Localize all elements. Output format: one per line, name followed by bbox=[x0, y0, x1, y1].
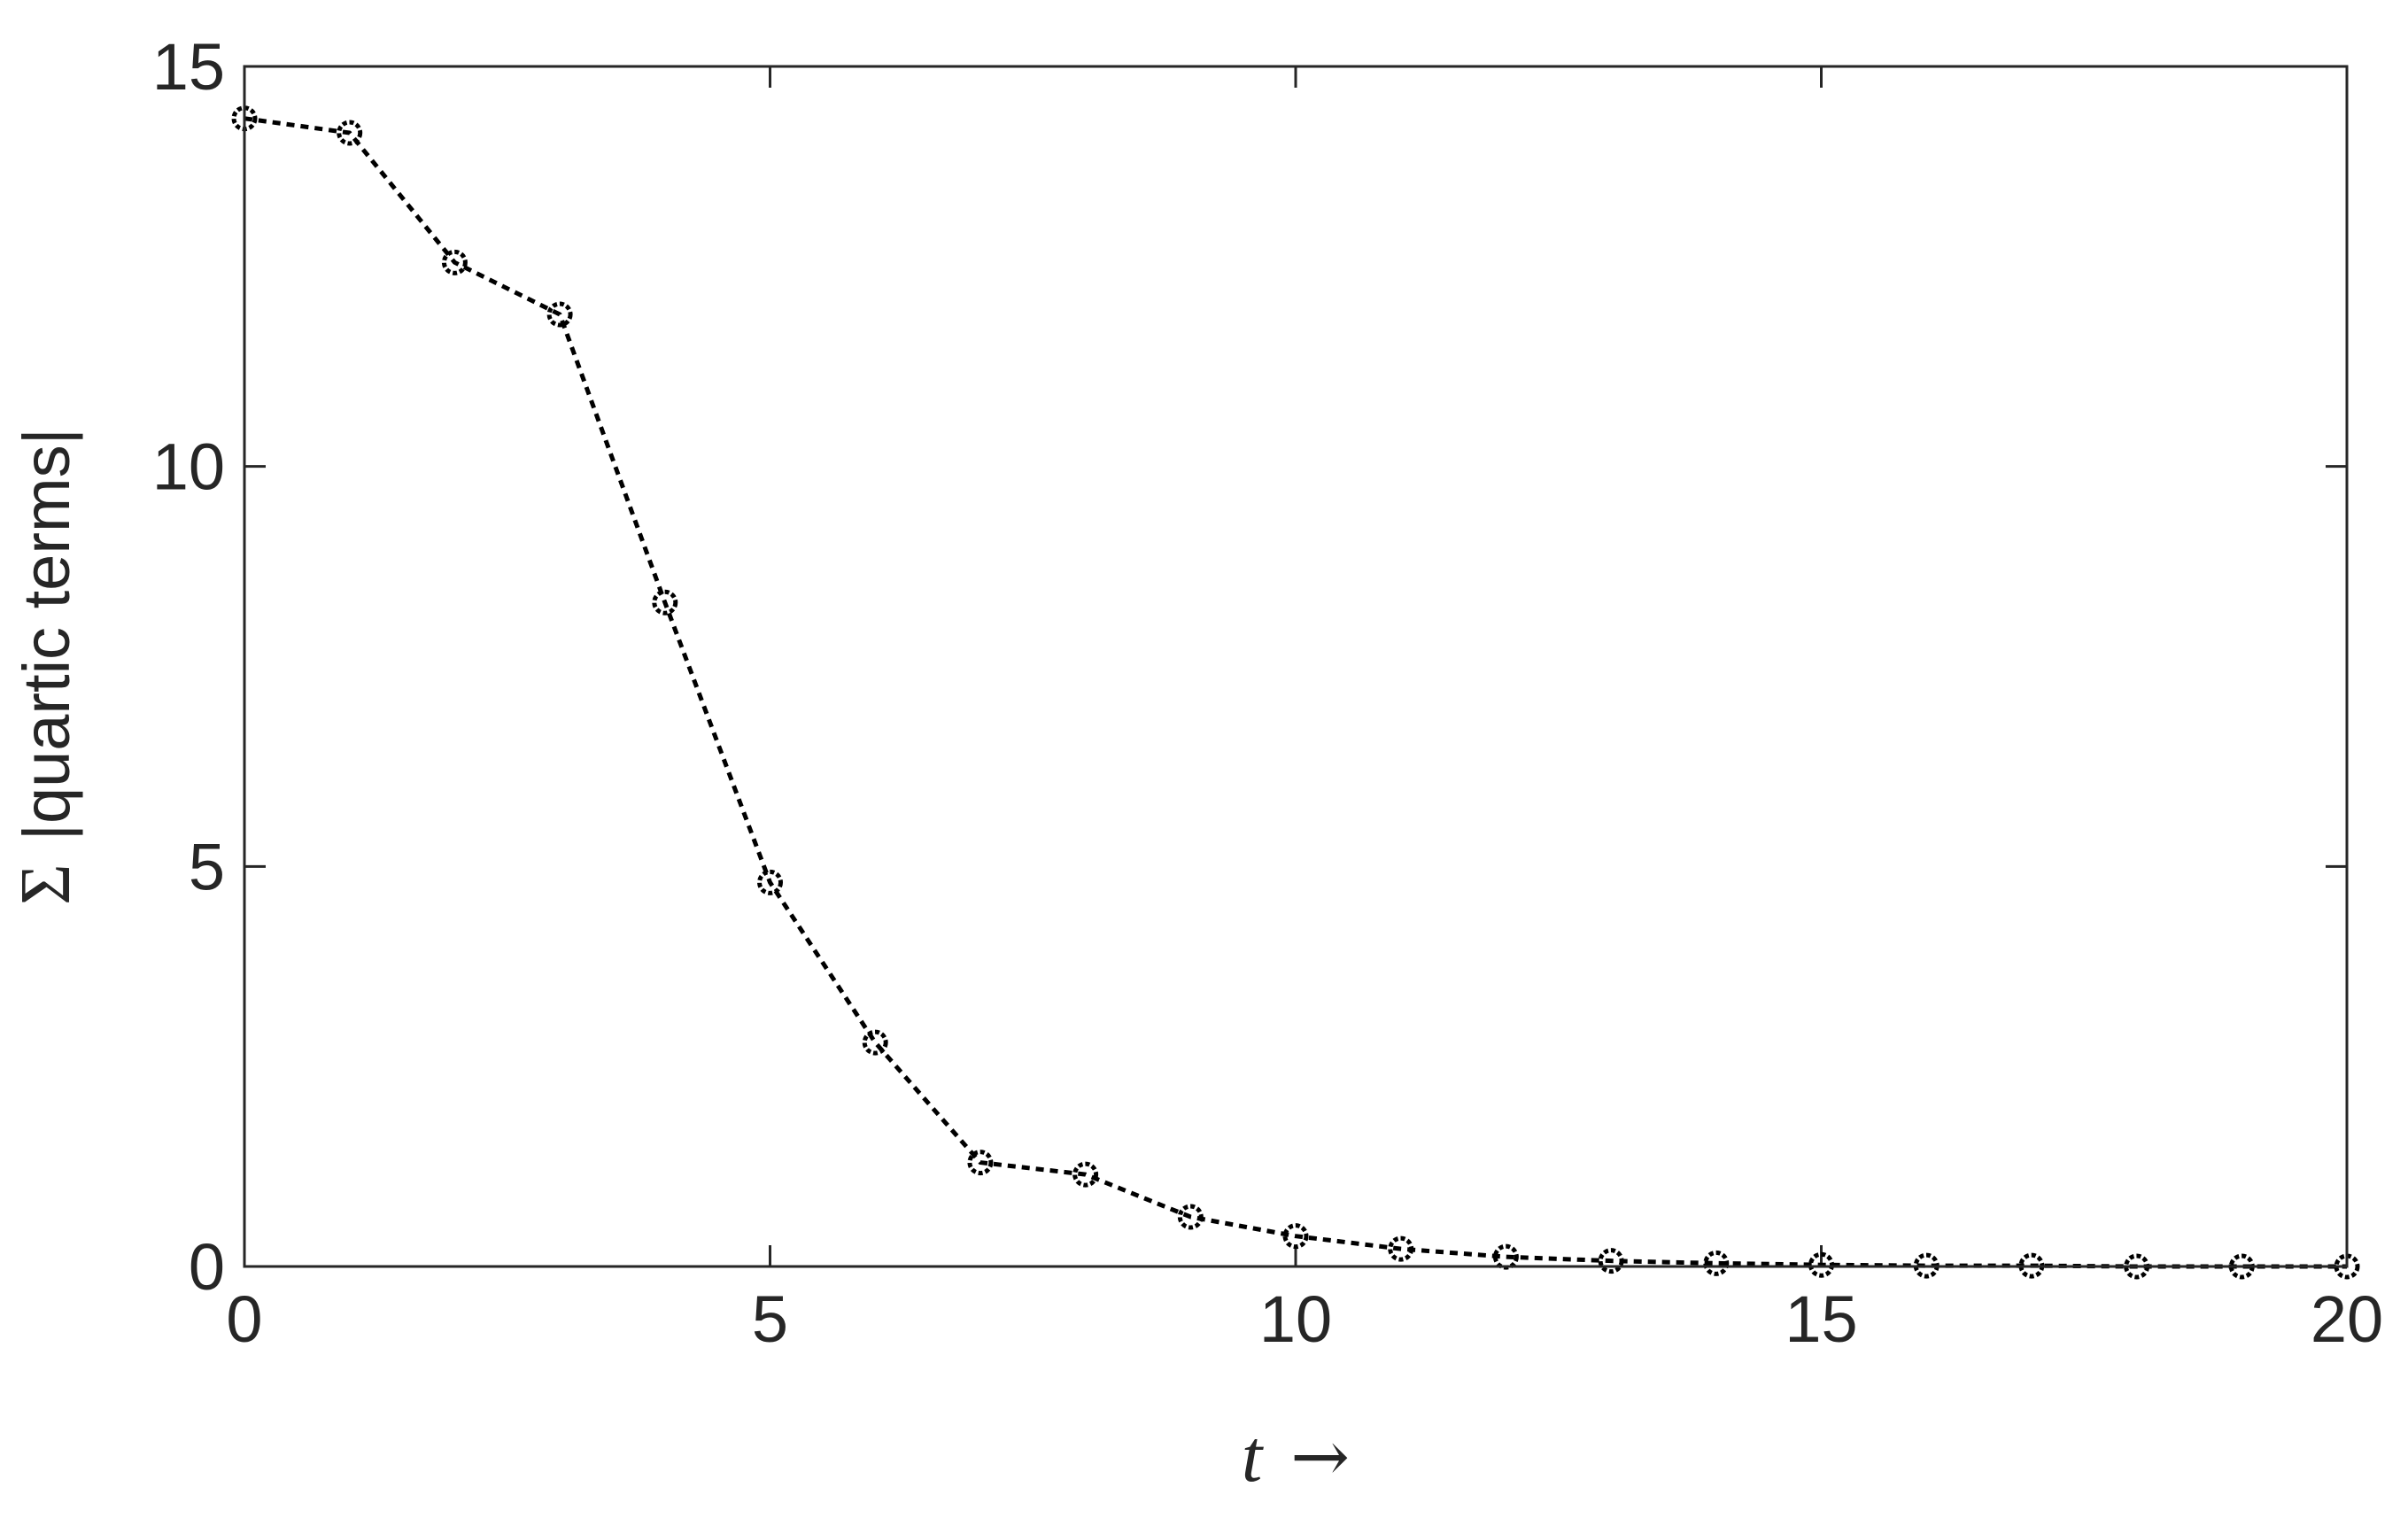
data-point bbox=[1598, 1248, 1624, 1274]
data-point bbox=[1388, 1235, 1414, 1262]
x-axis-variable: t bbox=[1242, 1415, 1265, 1498]
data-point bbox=[1808, 1251, 1834, 1278]
y-axis-sigma: Σ bbox=[7, 864, 85, 905]
x-tick-label: 0 bbox=[226, 1282, 262, 1356]
plot-area bbox=[244, 66, 2347, 1266]
data-point bbox=[1282, 1223, 1309, 1250]
x-tick-label: 20 bbox=[2311, 1282, 2383, 1356]
data-point bbox=[441, 249, 468, 275]
x-tick-label: 5 bbox=[752, 1282, 788, 1356]
y-tick-label: 5 bbox=[189, 830, 225, 903]
x-axis-label: t → bbox=[1242, 1415, 1350, 1498]
data-point bbox=[1072, 1161, 1099, 1188]
y-tick-label: 0 bbox=[189, 1230, 225, 1304]
series-line bbox=[244, 116, 2347, 1269]
y-axis-label: Σ |quartic terms| bbox=[7, 428, 85, 905]
x-tick-label: 15 bbox=[1785, 1282, 1857, 1356]
x-axis-arrow: → bbox=[1290, 1415, 1350, 1498]
x-tick-label: 10 bbox=[1259, 1282, 1332, 1356]
plot-frame bbox=[243, 65, 2349, 1268]
data-point bbox=[1703, 1250, 1730, 1276]
data-point bbox=[967, 1150, 994, 1176]
data-point bbox=[757, 869, 783, 895]
data-point bbox=[862, 1029, 888, 1056]
data-point bbox=[337, 120, 363, 146]
tick-labels: 0 5 10 15 20 0 5 10 15 bbox=[152, 30, 2383, 1356]
data-point bbox=[1177, 1204, 1204, 1230]
y-tick-label: 10 bbox=[152, 430, 225, 504]
data-point bbox=[652, 589, 678, 616]
y-axis-text: |quartic terms| bbox=[10, 428, 83, 840]
y-tick-label: 15 bbox=[152, 30, 225, 104]
data-point bbox=[546, 301, 573, 328]
